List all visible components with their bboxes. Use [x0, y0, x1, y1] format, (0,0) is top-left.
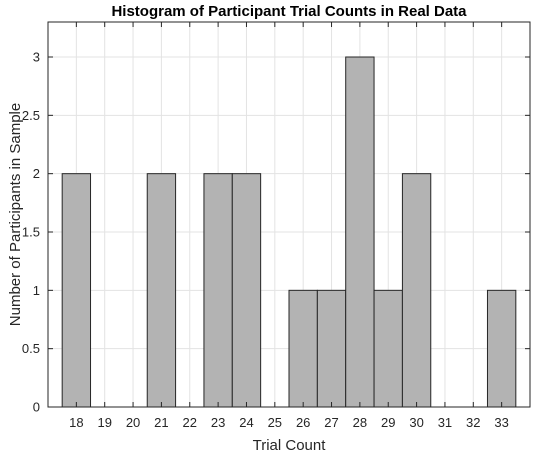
x-tick-label: 30 — [409, 415, 423, 430]
histogram-bar — [289, 290, 317, 407]
x-tick-label: 28 — [353, 415, 367, 430]
histogram-bar — [204, 174, 232, 407]
y-tick-label: 2 — [33, 166, 40, 181]
histogram-bar — [62, 174, 90, 407]
x-tick-label: 21 — [154, 415, 168, 430]
tick-layer: 18 19 20 21 22 23 24 25 26 27 28 29 30 31 32 3300.511.5… — [22, 22, 530, 430]
x-tick-label: 22 — [183, 415, 197, 430]
y-tick-label: 0.5 — [22, 341, 40, 356]
histogram-bar — [232, 174, 260, 407]
histogram-bar — [374, 290, 402, 407]
histogram-bar — [317, 290, 345, 407]
y-tick-label: 2.5 — [22, 108, 40, 123]
y-tick-label: 0 — [33, 400, 40, 415]
x-tick-label: 19 — [97, 415, 111, 430]
histogram-bar — [147, 174, 175, 407]
x-tick-label: 20 — [126, 415, 140, 430]
chart-title: Histogram of Participant Trial Counts in… — [111, 3, 467, 20]
x-tick-label: 18 — [69, 415, 83, 430]
x-tick-label: 24 — [239, 415, 253, 430]
x-tick-label: 29 — [381, 415, 395, 430]
y-tick-label: 1 — [33, 283, 40, 298]
y-axis-label: Number of Participants in Sample — [7, 103, 24, 326]
y-tick-label: 1.5 — [22, 225, 40, 240]
x-tick-label: 23 — [211, 415, 225, 430]
histogram-bar — [402, 174, 430, 407]
x-tick-label: 32 — [466, 415, 480, 430]
x-tick-label: 33 — [494, 415, 508, 430]
x-tick-label: 25 — [268, 415, 282, 430]
x-tick-label: 31 — [438, 415, 452, 430]
x-axis-label: Trial Count — [253, 437, 327, 454]
x-tick-label: 27 — [324, 415, 338, 430]
x-tick-label: 26 — [296, 415, 310, 430]
histogram-bar — [346, 57, 374, 407]
histogram-bar — [487, 290, 515, 407]
y-tick-label: 3 — [33, 50, 40, 65]
